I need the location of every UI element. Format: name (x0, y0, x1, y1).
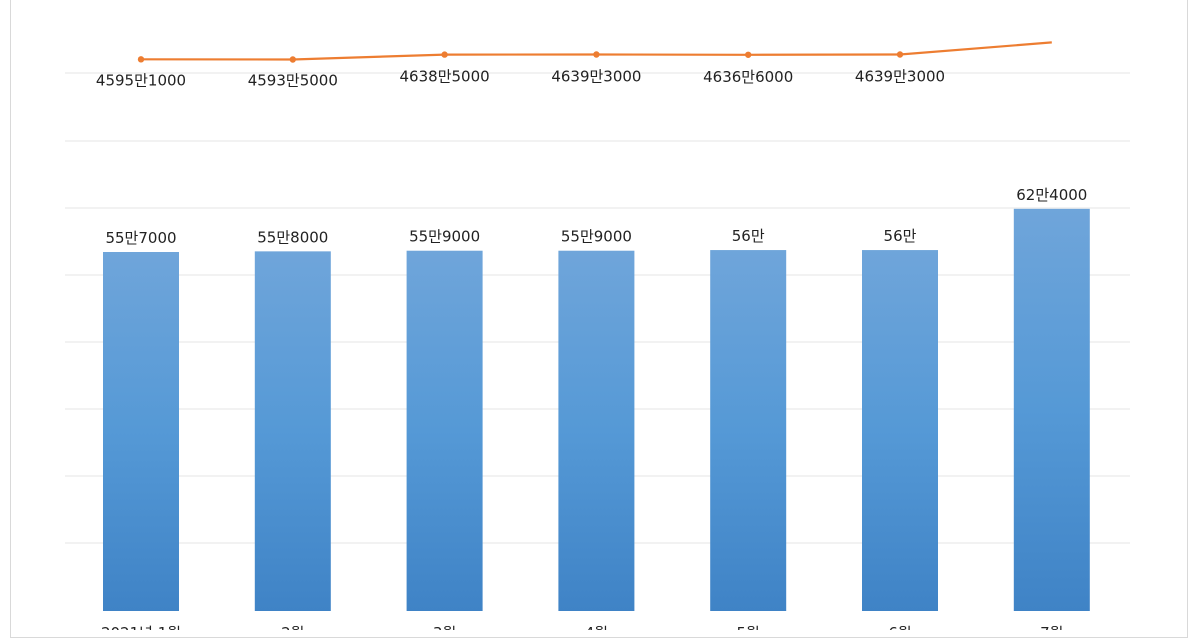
bar-value-label: 55만7000 (105, 229, 176, 247)
line-point (896, 51, 904, 58)
bar (103, 252, 179, 611)
bar-series (103, 208, 1090, 612)
bar (862, 250, 938, 612)
bar-value-labels: 55만7000 55만8000 55만9000 55만9000 56만 56만 62만400… (105, 186, 1087, 247)
bar (1013, 208, 1090, 611)
line-point (137, 56, 145, 63)
bar-value-label: 55만8000 (257, 228, 328, 246)
bar-value-label: 56만 (732, 227, 765, 245)
bar-value-label: 55만9000 (409, 228, 480, 246)
line-series (137, 41, 1052, 63)
x-tick-label: 5월 (737, 624, 760, 630)
x-tick-label: 7월 (1040, 624, 1063, 630)
line-value-label: 4638만5000 (400, 68, 490, 86)
line-point (745, 51, 752, 58)
line-value-label: 4636만6000 (703, 68, 793, 86)
bar (710, 250, 787, 612)
x-tick-label: 2월 (281, 624, 304, 630)
line-value-label: 4639만3000 (855, 68, 945, 86)
bar-value-label: 56만 (884, 227, 917, 245)
line-value-label: 4595만1000 (96, 71, 186, 89)
bar (406, 250, 483, 612)
x-tick-label: 3월 (433, 624, 456, 630)
bar-value-label: 62만4000 (1016, 186, 1087, 204)
line-value-label: 4593만5000 (248, 72, 338, 90)
bar (254, 251, 331, 611)
x-tick-label: 4월 (585, 624, 608, 630)
bar (558, 250, 635, 612)
line-point (441, 51, 448, 58)
bar-value-label: 55만9000 (561, 228, 632, 246)
line-value-labels: 4595만1000 4593만5000 4638만5000 4639만3000 4636… (96, 68, 945, 90)
x-axis-labels: 2021년 1월 2월 3월 4월 5월 6월 7월 (101, 624, 1064, 630)
line-point (593, 51, 600, 58)
x-tick-label: 6월 (888, 624, 911, 630)
line-value-label: 4639만3000 (551, 68, 641, 86)
x-tick-label: 2021년 1월 (101, 624, 181, 630)
line-point (289, 56, 296, 63)
